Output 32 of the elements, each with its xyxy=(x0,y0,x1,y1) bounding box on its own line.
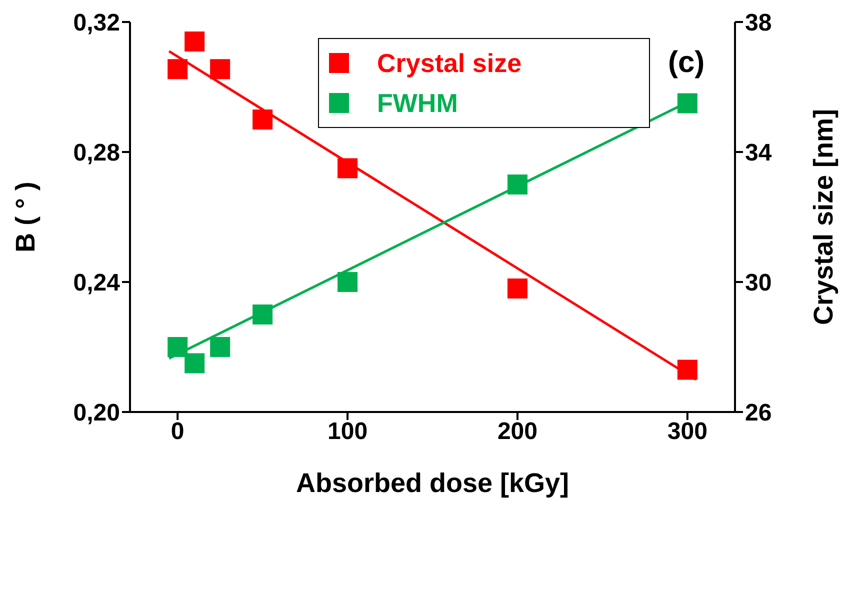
point xyxy=(507,174,528,194)
x-tick-label: 0 xyxy=(170,418,184,446)
point xyxy=(677,360,698,380)
x-tick-label: 200 xyxy=(497,418,538,446)
y-tick-label: 0,32 xyxy=(73,10,120,37)
point xyxy=(184,32,205,52)
point xyxy=(338,272,358,292)
y2-tick-label: 26 xyxy=(745,400,772,427)
y-axis-title: B ( ° ) xyxy=(10,182,41,252)
x-axis-title: Absorbed dose [kGy] xyxy=(296,468,570,498)
point xyxy=(210,59,230,80)
point xyxy=(677,93,698,114)
point xyxy=(338,158,358,178)
point xyxy=(168,59,188,80)
y-tick-label: 0,24 xyxy=(73,270,121,297)
point xyxy=(252,110,273,130)
point xyxy=(252,304,273,324)
y2-tick-label: 38 xyxy=(745,10,772,37)
y-tick-label: 0,20 xyxy=(73,400,120,427)
y-tick-label: 0,28 xyxy=(73,140,120,167)
point xyxy=(168,337,188,357)
x-tick-label: 100 xyxy=(328,418,368,446)
point xyxy=(184,353,205,374)
y2-tick-label: 34 xyxy=(745,140,772,167)
annotation: (c) xyxy=(668,46,705,80)
y2-tick-label: 30 xyxy=(745,270,772,297)
x-tick-label: 300 xyxy=(667,418,708,446)
point xyxy=(507,278,528,298)
legend-label: Crystal size xyxy=(377,48,522,78)
point xyxy=(210,337,230,357)
legend-label: FWHM xyxy=(377,88,458,118)
y2-axis-title: Crystal size [nm] xyxy=(808,108,839,326)
